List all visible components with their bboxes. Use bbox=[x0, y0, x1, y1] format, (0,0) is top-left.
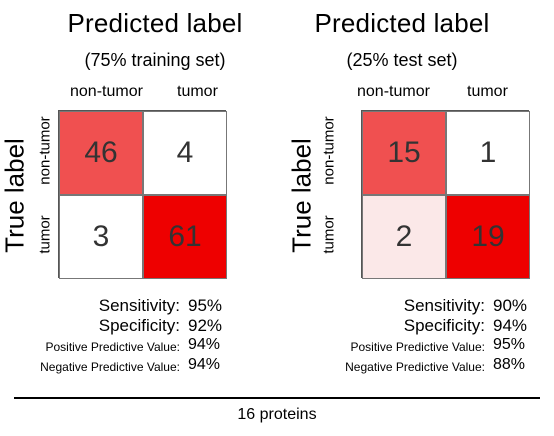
metric-value: 88% bbox=[493, 356, 526, 373]
col-label-tumor: tumor bbox=[467, 83, 508, 100]
matrix-cell: 15 bbox=[362, 111, 446, 195]
row-label-tumor: tumor bbox=[320, 215, 338, 254]
metric-name: Negative Predictive Value: bbox=[40, 360, 180, 374]
metric-row: Positive Predictive Value: 94% bbox=[0, 336, 260, 356]
metric-value: 90% bbox=[493, 296, 528, 315]
matrix-cell: 61 bbox=[143, 195, 227, 279]
subset-label: (25% test set) bbox=[346, 50, 458, 70]
metric-name: Specificity: bbox=[98, 316, 180, 335]
matrix-cell: 19 bbox=[446, 195, 530, 279]
matrix-cell: 2 bbox=[362, 195, 446, 279]
metrics-block: Sensitivity: 95% Specificity: 92% Positive P… bbox=[0, 296, 260, 376]
matrix-cell: 3 bbox=[59, 195, 143, 279]
true-label-title: True label bbox=[0, 138, 30, 253]
matrix-cell: 4 bbox=[143, 111, 227, 195]
metric-value: 94% bbox=[493, 316, 528, 335]
metrics-block: Sensitivity: 90% Specificity: 94% Positive P… bbox=[305, 296, 554, 376]
metric-name: Sensitivity: bbox=[403, 296, 485, 315]
metric-row: Negative Predictive Value: 94% bbox=[0, 356, 260, 376]
confusion-matrix: 15 1 2 19 bbox=[361, 110, 530, 279]
metric-name: Negative Predictive Value: bbox=[345, 360, 485, 374]
predicted-label-title: Predicted label bbox=[314, 8, 490, 38]
metric-value: 92% bbox=[188, 316, 223, 335]
metric-name: Sensitivity: bbox=[98, 296, 180, 315]
matrix-cell: 1 bbox=[446, 111, 530, 195]
metric-row: Specificity: 92% bbox=[0, 316, 260, 336]
metric-name: Positive Predictive Value: bbox=[45, 340, 180, 354]
metric-row: Negative Predictive Value: 88% bbox=[305, 356, 554, 376]
metric-value: 95% bbox=[188, 296, 223, 315]
row-label-tumor: tumor bbox=[36, 215, 54, 254]
col-label-non-tumor: non-tumor bbox=[357, 83, 430, 100]
metric-value: 95% bbox=[493, 336, 526, 353]
subset-label: (75% training set) bbox=[84, 50, 226, 70]
metric-name: Positive Predictive Value: bbox=[350, 340, 485, 354]
metric-value: 94% bbox=[188, 336, 221, 353]
col-label-non-tumor: non-tumor bbox=[70, 83, 143, 100]
matrix-cell: 46 bbox=[59, 111, 143, 195]
metric-row: Sensitivity: 95% bbox=[0, 296, 260, 316]
true-label-title: True label bbox=[286, 138, 317, 253]
metric-name: Specificity: bbox=[403, 316, 485, 335]
predicted-label-title: Predicted label bbox=[67, 8, 243, 38]
confusion-panel-test: Predicted label (25% test set) non-tumor… bbox=[277, 0, 554, 390]
footer-caption: 16 proteins bbox=[237, 406, 317, 423]
metric-row: Positive Predictive Value: 95% bbox=[305, 336, 554, 356]
confusion-matrix: 46 4 3 61 bbox=[58, 110, 227, 279]
metric-value: 94% bbox=[188, 356, 221, 373]
divider bbox=[14, 397, 540, 399]
metric-row: Sensitivity: 90% bbox=[305, 296, 554, 316]
metric-row: Specificity: 94% bbox=[305, 316, 554, 336]
col-label-tumor: tumor bbox=[177, 83, 218, 100]
confusion-panel-training: Predicted label (75% training set) non-t… bbox=[0, 0, 277, 390]
